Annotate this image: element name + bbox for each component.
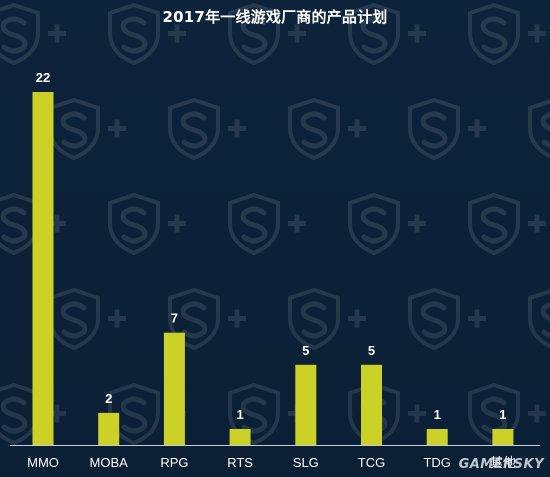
x-tick-label-slg: SLG [293, 455, 319, 470]
chart-title: 2017年一线游戏厂商的产品计划 [162, 8, 388, 26]
x-tick-label-tdg: TDG [423, 455, 450, 470]
data-label-其他: 1 [499, 407, 506, 422]
bar-rts [229, 429, 251, 445]
data-label-rts: 1 [236, 407, 243, 422]
x-tick-label-其他: 其他 [490, 455, 516, 470]
bar-rpg [163, 332, 185, 445]
x-tick-label-tcg: TCG [358, 455, 385, 470]
bar-其他 [492, 429, 514, 445]
brand-watermark: GAMERSKY [458, 457, 544, 472]
x-tick-label-moba: MOBA [90, 455, 129, 470]
x-tick-label-rts: RTS [227, 455, 253, 470]
bar-tcg [361, 364, 382, 445]
bar-mmo [32, 92, 54, 445]
bar-moba [98, 412, 120, 445]
data-label-mmo: 22 [36, 70, 50, 85]
data-label-slg: 5 [302, 343, 309, 358]
bar-tdg [426, 429, 448, 445]
data-label-tdg: 1 [434, 407, 441, 422]
x-tick-label-rpg: RPG [160, 455, 188, 470]
data-label-rpg: 7 [171, 311, 178, 326]
data-label-moba: 2 [105, 391, 112, 406]
data-label-tcg: 5 [368, 343, 375, 358]
x-tick-label-mmo: MMO [27, 455, 59, 470]
bar-slg [295, 364, 317, 445]
